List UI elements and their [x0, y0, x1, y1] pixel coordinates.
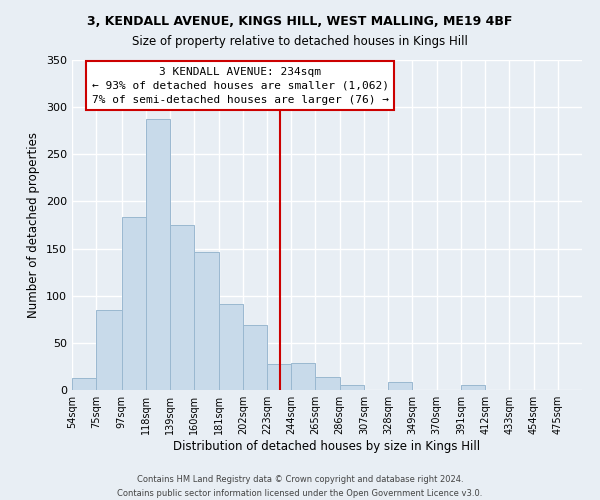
- Bar: [218, 304, 243, 390]
- X-axis label: Distribution of detached houses by size in Kings Hill: Distribution of detached houses by size …: [173, 440, 481, 453]
- Bar: [461, 386, 485, 390]
- Bar: [291, 362, 316, 390]
- Y-axis label: Number of detached properties: Number of detached properties: [28, 132, 40, 318]
- Text: 3, KENDALL AVENUE, KINGS HILL, WEST MALLING, ME19 4BF: 3, KENDALL AVENUE, KINGS HILL, WEST MALL…: [88, 15, 512, 28]
- Bar: [72, 378, 96, 390]
- Text: Size of property relative to detached houses in Kings Hill: Size of property relative to detached ho…: [132, 35, 468, 48]
- Bar: [96, 310, 122, 390]
- Bar: [316, 377, 340, 390]
- Bar: [388, 382, 412, 390]
- Text: 3 KENDALL AVENUE: 234sqm
← 93% of detached houses are smaller (1,062)
7% of semi: 3 KENDALL AVENUE: 234sqm ← 93% of detach…: [92, 66, 389, 104]
- Bar: [340, 386, 364, 390]
- Bar: [267, 364, 291, 390]
- Bar: [146, 120, 170, 390]
- Bar: [170, 225, 194, 390]
- Bar: [194, 252, 218, 390]
- Bar: [243, 325, 267, 390]
- Text: Contains HM Land Registry data © Crown copyright and database right 2024.
Contai: Contains HM Land Registry data © Crown c…: [118, 476, 482, 498]
- Bar: [122, 216, 146, 390]
